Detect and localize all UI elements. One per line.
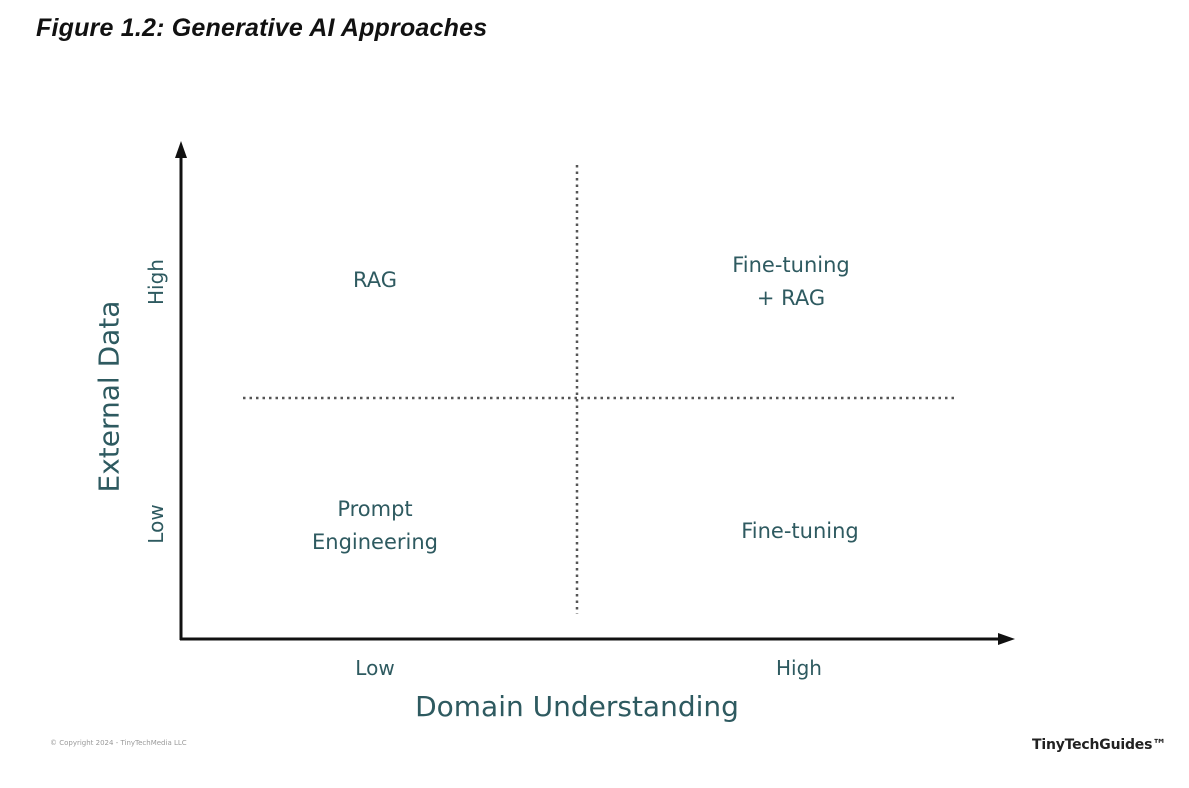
quadrant-bottom-right-label: Fine-tuning — [741, 519, 859, 543]
quadrant-bottom-left-label: Prompt Engineering — [312, 497, 438, 554]
x-axis-high-label: High — [776, 656, 822, 680]
quadrant-top-left-label: RAG — [352, 268, 397, 292]
y-axis-low-label: Low — [144, 504, 168, 544]
x-axis-arrowhead — [998, 633, 1015, 645]
quadrant-top-right-label: Fine-tuning + RAG — [732, 253, 850, 310]
y-axis-title: External Data — [92, 300, 126, 493]
brand-logo: TinyTechGuides™ — [1032, 737, 1166, 753]
figure-title: Figure 1.2: Generative AI Approaches — [36, 14, 488, 42]
y-axis-arrowhead — [175, 141, 187, 158]
copyright-notice: © Copyright 2024 - TinyTechMedia LLC — [50, 739, 187, 747]
x-axis-title: Domain Understanding — [415, 690, 739, 723]
x-axis-low-label: Low — [355, 656, 395, 680]
y-axis-high-label: High — [144, 259, 168, 305]
